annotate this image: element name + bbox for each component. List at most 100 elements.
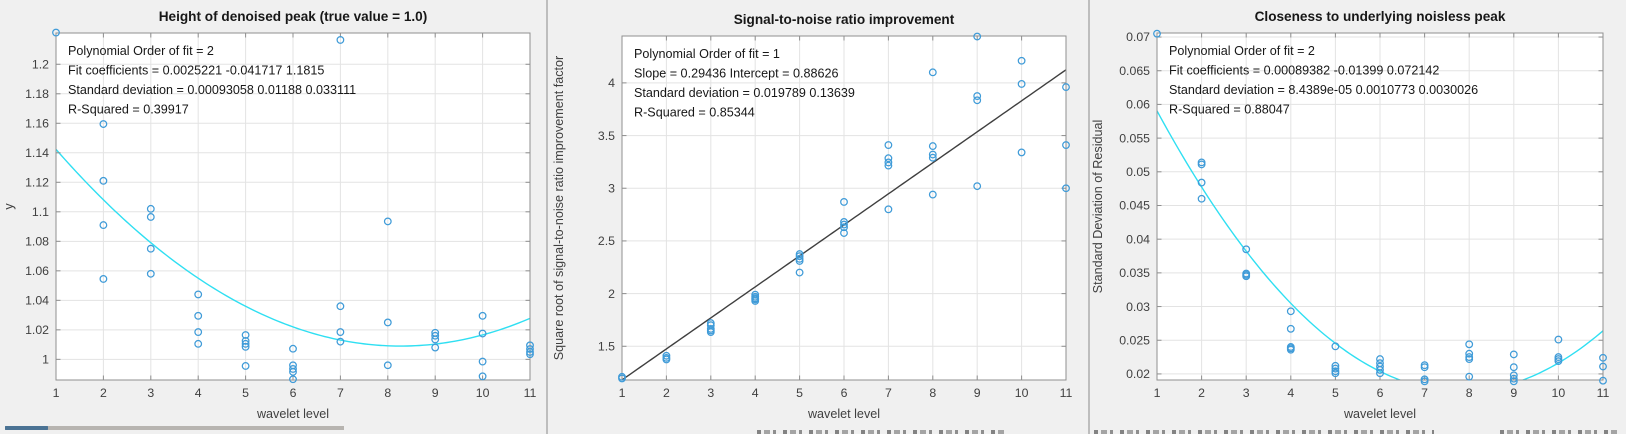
x-tick-label: 2 [663, 386, 670, 400]
fit-line [56, 148, 530, 347]
y-tick-label: 1.18 [25, 87, 49, 101]
scatter-point [1509, 377, 1518, 386]
x-tick-label: 11 [524, 386, 537, 400]
y-tick-label: 2 [608, 287, 615, 301]
scatter-point [973, 92, 982, 100]
scatter-point [751, 297, 760, 305]
x-tick-label: 10 [476, 386, 490, 400]
figure-panel-closeness-to-peak: 1 2 3 4 5 6 7 8 9 10 11 0.02 0.025 0.03 0.035 0.04 0.045… [1090, 0, 1626, 434]
fit-stats-line: R-Squared = 0.88047 [1169, 103, 1290, 117]
scatter-point [884, 141, 893, 149]
scatter-point [478, 329, 487, 338]
scatter-point [478, 357, 487, 366]
scatter-point [336, 328, 345, 336]
scatter-point [99, 120, 108, 128]
scatter-point [1242, 245, 1251, 254]
y-axis-label: Square root of signal-to-noise ratio imp… [552, 56, 566, 361]
fit-stats-line: R-Squared = 0.39917 [68, 103, 189, 117]
scatter-point [1599, 353, 1607, 362]
x-tick-label: 3 [147, 386, 154, 400]
x-tick-label: 1 [53, 386, 60, 400]
scatter-point [526, 348, 534, 356]
y-tick-label: 1 [42, 353, 49, 367]
y-tick-label: 3 [608, 181, 615, 195]
x-tick-label: 4 [1287, 386, 1294, 400]
x-tick-label: 10 [1015, 386, 1029, 400]
scatter-series [1153, 29, 1607, 386]
y-tick-label: 0.065 [1119, 64, 1150, 78]
y-tick-label: 0.045 [1119, 199, 1150, 213]
scatter-point [241, 336, 250, 345]
scatter-point [241, 342, 250, 351]
scatter-point [99, 176, 108, 185]
fit-stats-line: Standard deviation = 0.00093058 0.01188 … [68, 83, 356, 97]
y-axis-label: y [2, 203, 16, 210]
scatter-point [336, 36, 345, 44]
scatter-point [146, 269, 155, 278]
scatter-point [1376, 355, 1384, 364]
scatter-point [1420, 363, 1429, 372]
taskbar-peek-gray [48, 426, 344, 430]
scatter-point [1197, 178, 1206, 187]
scatter-point [1554, 335, 1563, 344]
chart-closeness-to-peak: 1 2 3 4 5 6 7 8 9 10 11 0.02 0.025 0.03 0.035 0.04 0.045… [1091, 9, 1610, 421]
x-tick-label: 5 [1332, 386, 1339, 400]
scatter-point [1465, 355, 1474, 364]
scatter-point [289, 365, 297, 373]
scatter-point [1509, 374, 1518, 383]
x-tick-label: 5 [242, 386, 249, 400]
scatter-point [52, 28, 60, 37]
scatter-point [1197, 160, 1206, 169]
x-tick-label: 1 [619, 386, 626, 400]
x-tick-label: 2 [100, 386, 107, 400]
x-tick-label: 11 [1597, 386, 1610, 400]
scatter-point [194, 290, 203, 299]
chart-title: Height of denoised peak (true value = 1.… [159, 9, 428, 24]
x-tick-label: 7 [337, 386, 344, 400]
scatter-point [1286, 307, 1295, 316]
x-tick-label: 6 [841, 386, 848, 400]
scatter-point [928, 153, 937, 162]
fit-stats-line: Polynomial Order of fit = 1 [634, 47, 780, 61]
scatter-point [194, 328, 203, 336]
chart-title: Closeness to underlying noisless peak [1255, 9, 1506, 24]
scatter-point [1465, 340, 1474, 349]
x-tick-label: 4 [195, 386, 202, 400]
x-tick-label: 1 [1154, 386, 1161, 400]
fit-stats-line: Standard deviation = 8.4389e-05 0.001077… [1169, 83, 1478, 97]
x-tick-label: 8 [1466, 386, 1473, 400]
scatter-point [973, 182, 982, 191]
x-tick-label: 9 [432, 386, 439, 400]
scatter-point [840, 218, 848, 226]
scatter-point [194, 339, 203, 348]
x-tick-label: 6 [1377, 386, 1384, 400]
x-tick-label: 3 [707, 386, 714, 400]
scatter-point [1554, 357, 1563, 366]
scatter-point [1599, 376, 1607, 385]
x-tick-label: 6 [290, 386, 297, 400]
y-tick-label: 0.055 [1119, 131, 1150, 145]
scatter-point [1153, 29, 1161, 38]
scatter-point [383, 217, 392, 226]
scatter-point [1242, 272, 1251, 281]
x-tick-label: 7 [885, 386, 892, 400]
x-tick-label: 10 [1552, 386, 1566, 400]
y-tick-label: 0.07 [1126, 30, 1150, 44]
scatter-point [795, 257, 804, 265]
taskbar-peek-blue [5, 426, 48, 430]
y-tick-label: 1.04 [25, 294, 49, 308]
x-axis-label: wavelet level [807, 407, 880, 421]
scatter-point [884, 158, 893, 167]
chart-title: Signal-to-noise ratio improvement [734, 12, 955, 27]
y-tick-label: 4 [608, 76, 615, 90]
x-tick-label: 2 [1198, 386, 1205, 400]
y-tick-label: 1.5 [598, 339, 615, 353]
scatter-point [795, 252, 804, 261]
figure-panel-snr-improvement: 1 2 3 4 5 6 7 8 9 10 11 1.5 2 2.5 3 3.5 4 Signal-to-noise… [548, 0, 1090, 434]
scatter-point [618, 374, 626, 383]
scatter-point [928, 190, 937, 199]
panel-separator-1 [546, 0, 548, 434]
chart-snr-improvement: 1 2 3 4 5 6 7 8 9 10 11 1.5 2 2.5 3 3.5 4 Signal-to-noise… [552, 12, 1073, 421]
scatter-point [1599, 362, 1607, 371]
